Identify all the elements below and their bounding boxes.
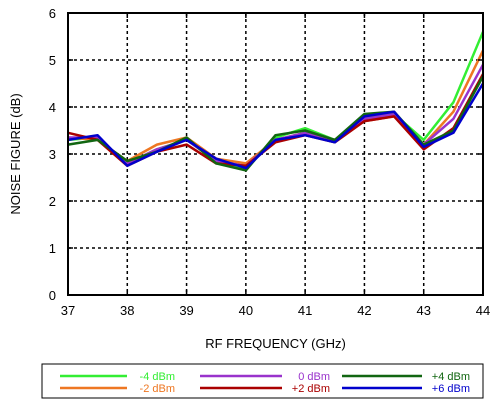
series-layer — [67, 31, 485, 172]
tick-marks — [67, 12, 484, 296]
legend-label: -2 dBm — [140, 383, 175, 395]
legend-label: +4 dBm — [432, 371, 470, 383]
tick-labels: 37 38 39 40 41 42 43 44 0 1 2 3 4 5 6 — [49, 6, 490, 318]
x-tick-label: 42 — [357, 303, 371, 318]
y-tick-label: 2 — [49, 194, 56, 209]
y-axis-label: NOISE FIGURE (dB) — [8, 93, 23, 214]
series-line — [67, 73, 485, 168]
x-tick-label: 43 — [416, 303, 430, 318]
legend-label: -4 dBm — [140, 371, 175, 383]
y-tick-label: 4 — [49, 100, 56, 115]
x-tick-label: 37 — [61, 303, 75, 318]
series-line — [68, 64, 485, 168]
y-tick-label: 6 — [49, 6, 56, 21]
legend-label: +6 dBm — [432, 383, 470, 395]
series-line — [67, 75, 485, 172]
x-tick-label: 41 — [298, 303, 312, 318]
legend-label: +2 dBm — [292, 383, 330, 395]
y-tick-label: 1 — [49, 241, 56, 256]
x-tick-label: 40 — [239, 303, 253, 318]
y-tick-label: 3 — [49, 147, 56, 162]
y-tick-label: 5 — [49, 53, 56, 68]
grid-lines — [68, 13, 483, 295]
x-axis-label: RF FREQUENCY (GHz) — [205, 336, 346, 351]
legend-box — [41, 363, 484, 399]
legend: -4 dBm-2 dBm 0 dBm+2 dBm +4 dBm+6 dBm — [41, 363, 484, 399]
series-line — [67, 82, 485, 170]
y-tick-label: 0 — [49, 288, 56, 303]
legend-label: 0 dBm — [298, 371, 330, 383]
x-tick-label: 39 — [179, 303, 193, 318]
x-tick-label: 44 — [476, 303, 490, 318]
legend-items: -4 dBm-2 dBm 0 dBm+2 dBm +4 dBm+6 dBm — [60, 371, 470, 395]
x-tick-label: 38 — [120, 303, 134, 318]
